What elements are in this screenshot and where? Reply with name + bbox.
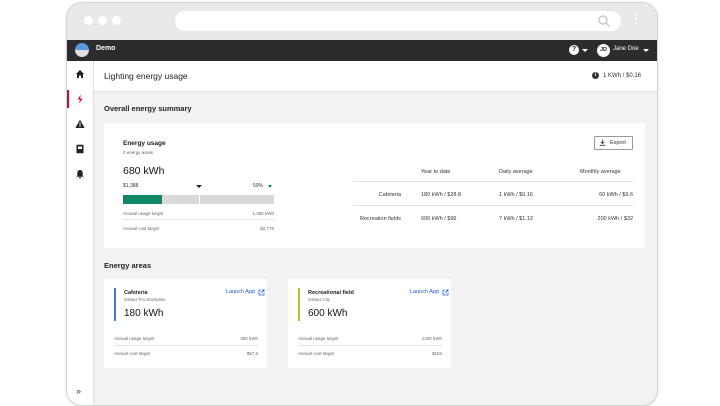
nav-item-meter[interactable] bbox=[67, 140, 93, 158]
window-dot-1[interactable] bbox=[84, 16, 93, 25]
area-accent-bar bbox=[298, 288, 300, 321]
table-row-cafeteria-ytd: 180 kWh / $28.8 bbox=[421, 192, 462, 198]
total-cost: $1,388 bbox=[123, 183, 139, 189]
area-target-divider bbox=[298, 345, 442, 346]
usage-percent: 50% bbox=[253, 183, 264, 189]
nav-item-alerts[interactable] bbox=[67, 115, 93, 133]
column-header-monthly: Monthly average bbox=[580, 169, 621, 175]
area-usage: 180 kWh bbox=[124, 308, 164, 319]
energy-summary-card: Energy usage 3 energy areas 680 kWh $1,3… bbox=[104, 123, 645, 248]
side-nav: » bbox=[67, 61, 94, 405]
area-card-cafeteria[interactable]: Cafeteria Intelact Pro Enterprise 180 kW… bbox=[104, 279, 267, 368]
area-cost-target-value: $57,6 bbox=[246, 351, 258, 356]
usage-target-marker bbox=[199, 193, 200, 206]
nav-item-energy[interactable] bbox=[67, 90, 95, 108]
home-icon bbox=[76, 70, 84, 78]
area-cost-target-value: $192 bbox=[431, 351, 442, 356]
area-card-recreational-field[interactable]: Recreational field Intelact City 600 kWh… bbox=[288, 279, 451, 368]
app: Demo ? JD Jane Doe bbox=[67, 40, 657, 405]
area-target-divider bbox=[114, 345, 258, 346]
summary-section-title: Overall energy summary bbox=[104, 104, 192, 113]
table-row-recreation-name: Recreation fields bbox=[360, 216, 401, 222]
bell-icon bbox=[76, 170, 84, 179]
avatar[interactable]: JD bbox=[597, 44, 610, 57]
page-header: Lighting energy usage i 1 KWh / $0.16 bbox=[94, 61, 657, 92]
nav-item-home[interactable] bbox=[67, 65, 93, 83]
user-name[interactable]: Jane Doe bbox=[613, 46, 639, 52]
browser-window: Demo ? JD Jane Doe bbox=[66, 2, 658, 406]
app-topbar: Demo ? JD Jane Doe bbox=[67, 40, 657, 61]
area-usage-target-label: Annual usage target bbox=[114, 336, 155, 341]
area-name: Cafeteria bbox=[124, 290, 148, 296]
areas-section-title: Energy areas bbox=[104, 261, 152, 270]
summary-usage-target-label: Annual usage target bbox=[123, 211, 164, 216]
help-menu-caret-icon[interactable] bbox=[582, 49, 588, 52]
area-org: Intelact Pro Enterprise bbox=[124, 297, 166, 302]
energy-usage-title: Energy usage bbox=[123, 140, 166, 147]
page-title: Lighting energy usage bbox=[104, 71, 188, 81]
table-row-recreation-monthly: 200 kWh / $32 bbox=[597, 216, 633, 222]
warning-icon bbox=[75, 119, 85, 128]
expand-nav-icon[interactable]: » bbox=[76, 386, 82, 396]
table-row-recreation-daily: 7 kWh / $1.12 bbox=[499, 216, 533, 222]
download-icon bbox=[599, 139, 606, 146]
window-dot-2[interactable] bbox=[98, 16, 107, 25]
external-link-icon[interactable] bbox=[442, 289, 449, 296]
area-usage-target-value: 1200 kWh bbox=[421, 336, 442, 341]
target-marker-icon bbox=[196, 185, 202, 188]
area-accent-bar bbox=[114, 288, 116, 321]
export-label: Export bbox=[610, 140, 626, 146]
total-usage: 680 kWh bbox=[123, 165, 165, 177]
column-header-ytd: Year to date bbox=[421, 169, 451, 175]
summary-cost-target-value: $2,776 bbox=[260, 226, 274, 231]
table-row-divider bbox=[353, 205, 633, 206]
info-icon[interactable]: i bbox=[592, 72, 599, 79]
trend-down-icon bbox=[268, 185, 272, 188]
usage-progress-bar bbox=[123, 193, 274, 206]
energy-areas-count: 3 energy areas bbox=[123, 150, 154, 155]
search-icon bbox=[598, 15, 610, 27]
meter-icon bbox=[76, 144, 84, 154]
address-bar[interactable] bbox=[175, 11, 621, 31]
browser-menu-icon[interactable] bbox=[635, 14, 639, 26]
window-dot-3[interactable] bbox=[112, 16, 121, 25]
external-link-icon[interactable] bbox=[258, 289, 265, 296]
usage-progress-fill bbox=[123, 195, 163, 204]
column-header-daily: Daily average bbox=[499, 169, 533, 175]
table-header-divider bbox=[353, 181, 633, 182]
energy-rate: 1 KWh / $0.16 bbox=[603, 73, 642, 79]
summary-cost-target-label: Annual cost target bbox=[123, 226, 160, 231]
browser-chrome bbox=[67, 3, 657, 40]
export-button[interactable]: Export bbox=[594, 136, 633, 150]
help-icon[interactable]: ? bbox=[569, 45, 579, 55]
nav-item-notifications[interactable] bbox=[67, 165, 93, 183]
table-row-cafeteria-name: Cafeteria bbox=[378, 192, 401, 198]
summary-usage-target-value: 1,360 kWh bbox=[252, 211, 274, 216]
app-logo[interactable] bbox=[75, 43, 89, 57]
launch-app-link[interactable]: Launch App bbox=[226, 289, 256, 295]
area-usage-target-label: Annual usage target bbox=[298, 336, 339, 341]
app-name: Demo bbox=[96, 45, 116, 52]
area-usage-target-value: 360 kWh bbox=[240, 336, 258, 341]
area-cost-target-label: Annual cost target bbox=[114, 351, 151, 356]
launch-app-link[interactable]: Launch App bbox=[410, 289, 440, 295]
table-row-cafeteria-monthly: 60 kWh / $9.6 bbox=[599, 192, 633, 198]
area-usage: 600 kWh bbox=[308, 308, 348, 319]
summary-target-divider bbox=[123, 219, 274, 220]
user-menu-caret-icon[interactable] bbox=[643, 49, 649, 52]
area-name: Recreational field bbox=[308, 290, 354, 296]
area-cost-target-label: Annual cost target bbox=[298, 351, 335, 356]
lightning-icon bbox=[77, 94, 83, 104]
area-org: Intelact City bbox=[308, 297, 330, 302]
table-row-recreation-ytd: 600 kWh / $96 bbox=[421, 216, 457, 222]
table-row-cafeteria-daily: 1 kWh / $0.16 bbox=[499, 192, 533, 198]
